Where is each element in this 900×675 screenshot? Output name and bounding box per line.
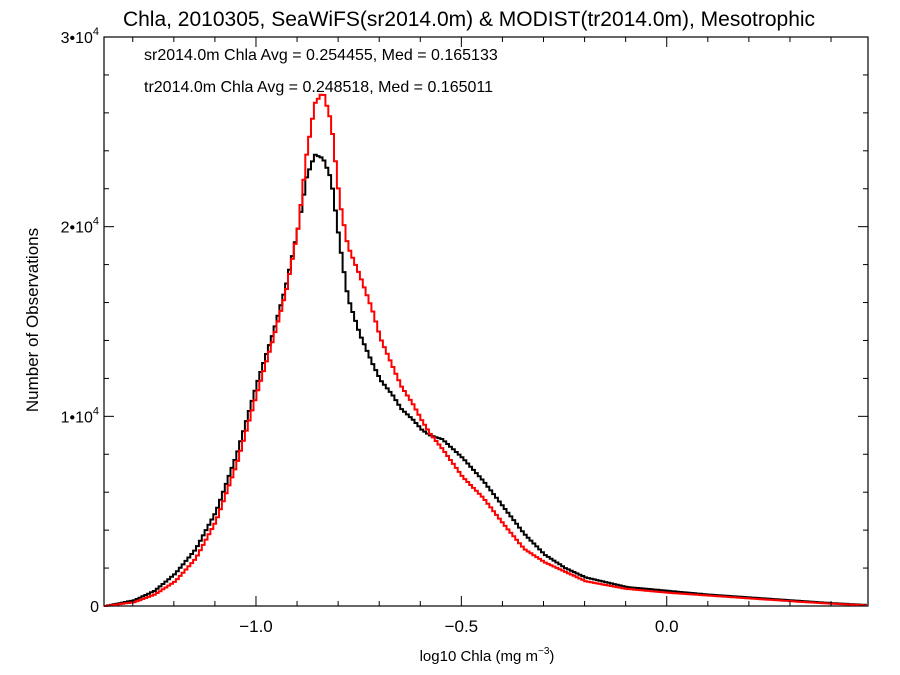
chart-title: Chla, 2010305, SeaWiFS(sr2014.0m) & MODI… bbox=[123, 8, 815, 31]
y-tick-label: 2•104 bbox=[61, 216, 99, 237]
x-axis-label: log10 Chla (mg m−3) bbox=[420, 646, 555, 665]
y-axis-label: Number of Observations bbox=[23, 228, 42, 412]
x-tick-label: 0.0 bbox=[655, 617, 679, 636]
x-axis-label-main: log10 Chla (mg m bbox=[420, 648, 538, 665]
y-tick-label: 0 bbox=[90, 599, 99, 616]
x-axis-label-close: ) bbox=[549, 648, 554, 665]
plot-frame bbox=[103, 36, 869, 607]
series-layer bbox=[104, 93, 867, 607]
y-tick-label: 1•104 bbox=[61, 405, 99, 426]
tick-marks: −1.0 −0.5 0.0 0 1•104 2•104 3•104 bbox=[61, 26, 868, 636]
x-tick-label: −1.0 bbox=[239, 617, 273, 636]
axes-frame bbox=[103, 36, 869, 607]
annotation-sr-stats: sr2014.0m Chla Avg = 0.254455, Med = 0.1… bbox=[144, 47, 498, 64]
x-axis-label-exponent: −3 bbox=[538, 646, 550, 657]
series-line-sr2014.0m bbox=[104, 153, 867, 607]
x-tick-label: −0.5 bbox=[445, 617, 479, 636]
y-tick-label: 3•104 bbox=[61, 26, 99, 47]
series-line-tr2014.0m bbox=[104, 93, 867, 607]
annotation-tr-stats: tr2014.0m Chla Avg = 0.248518, Med = 0.1… bbox=[144, 79, 493, 96]
